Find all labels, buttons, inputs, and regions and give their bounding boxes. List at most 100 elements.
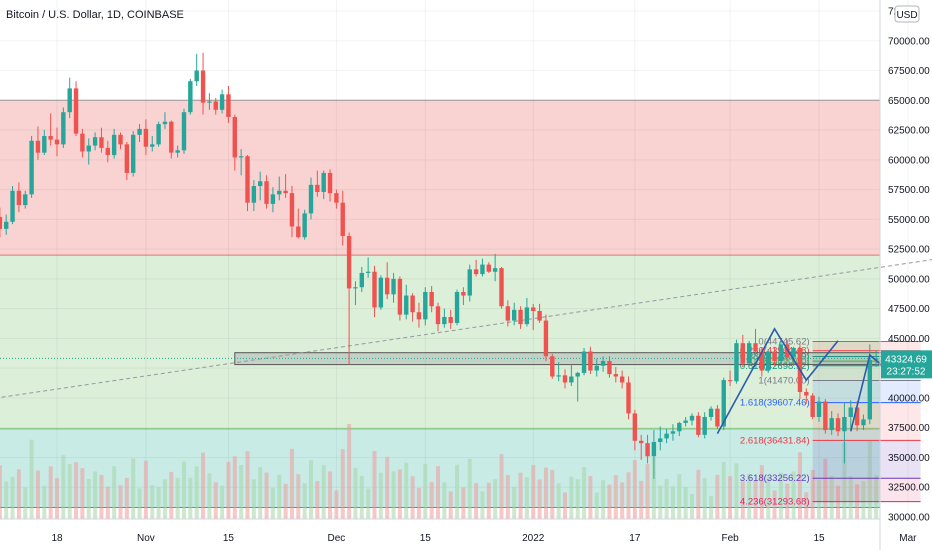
fibonacci-extension[interactable]: 0(44745.62)0.236(43964.48)0.382(43480.79… — [740, 336, 921, 508]
volume-bar — [201, 452, 206, 519]
candle-body — [23, 194, 28, 206]
candle-body — [258, 181, 263, 187]
candle-body — [619, 376, 625, 383]
candle-body — [835, 418, 841, 432]
candle-body — [848, 407, 853, 417]
volume-bar — [378, 472, 383, 519]
currency-badge[interactable]: USD — [894, 5, 920, 23]
volume-bar — [829, 475, 834, 519]
price-tick-label: 67500.00 — [888, 66, 930, 77]
volume-bar — [651, 457, 656, 519]
time-tick-label: Feb — [721, 533, 739, 544]
candle-body — [435, 306, 441, 325]
candle-body — [486, 264, 491, 272]
volume-bar — [67, 464, 72, 519]
candle-body — [505, 306, 511, 321]
volume-bar — [848, 476, 853, 519]
zone-red-zone — [0, 100, 880, 256]
candle-body — [791, 347, 796, 358]
volume-bar — [340, 449, 345, 519]
price-tick-label: 52500.00 — [888, 245, 930, 256]
candle-body — [569, 376, 574, 383]
fib-band — [812, 356, 921, 362]
price-tick-label: 40000.00 — [888, 393, 930, 404]
volume-bar — [404, 462, 409, 519]
volume-bar — [334, 490, 339, 519]
volume-bar — [836, 485, 841, 519]
candle-body — [365, 271, 371, 273]
fib-band — [812, 402, 921, 441]
volume-bar — [162, 479, 167, 519]
candle-body — [645, 443, 650, 457]
candle-body — [346, 236, 352, 289]
fib-band — [812, 361, 921, 366]
candle-body — [524, 307, 530, 325]
time-axis[interactable]: 18Nov15Dec15202217Feb15Mar15Apr18 — [51, 533, 932, 544]
drawings-layer[interactable] — [716, 262, 932, 435]
volume-bar — [302, 483, 307, 519]
candle-body — [740, 343, 745, 364]
candle-body — [175, 150, 180, 153]
volume-bar — [550, 469, 555, 519]
volume-bar — [188, 477, 193, 519]
volume-bar — [486, 482, 491, 519]
candle-body — [442, 316, 447, 325]
volume-bar — [315, 481, 320, 519]
price-tick-label: 50000.00 — [888, 274, 930, 285]
candle-body — [518, 309, 523, 325]
volume-bar — [150, 485, 155, 519]
volume-bar — [734, 463, 739, 519]
candle-body — [42, 136, 47, 153]
volume-bar — [55, 478, 59, 519]
candle-body — [785, 344, 790, 358]
candle-body — [327, 172, 333, 194]
volume-bar — [804, 492, 809, 519]
volume-bar — [690, 493, 694, 519]
candle-body — [378, 277, 384, 308]
candle-body — [289, 193, 295, 227]
candle-body — [137, 128, 142, 135]
candle-body — [854, 407, 860, 426]
price-tick-label: 57500.00 — [888, 185, 930, 196]
candle-body — [753, 343, 758, 352]
candle-body — [86, 145, 91, 152]
volume-bar — [817, 479, 821, 519]
volume-bar — [353, 467, 358, 519]
bar-countdown: 23:27:52 — [887, 366, 926, 377]
candle-body — [727, 380, 733, 382]
volume-bar — [35, 470, 40, 519]
volume-bar — [613, 475, 618, 519]
candle-body — [556, 375, 561, 377]
candle-body — [315, 184, 320, 192]
current-price-value: 43324.69 — [885, 354, 927, 365]
candle-body — [480, 264, 485, 275]
volume-bar — [493, 479, 498, 519]
wave-path[interactable] — [716, 327, 839, 435]
volume-bar — [429, 482, 434, 519]
candle-body — [283, 190, 288, 194]
volume-bar — [620, 482, 625, 519]
volume-bar — [677, 474, 682, 519]
price-tick-label: 32500.00 — [888, 483, 930, 494]
volume-bar — [556, 483, 561, 519]
volume-bar — [810, 470, 815, 519]
volume-bar — [480, 491, 485, 519]
candle-body — [340, 202, 345, 237]
volume-bar — [645, 464, 650, 519]
volume-bar — [474, 483, 479, 519]
volume-bar — [588, 476, 593, 519]
candle-body — [454, 291, 460, 323]
price-tick-label: 70000.00 — [888, 36, 930, 47]
volume-bar — [607, 484, 612, 519]
volume-bar — [385, 456, 390, 519]
wave-path[interactable] — [849, 353, 884, 432]
volume-bar — [759, 465, 764, 519]
volume-bar — [728, 476, 733, 519]
candle-body — [404, 295, 409, 315]
volume-bar — [702, 478, 707, 519]
volume-bar — [42, 485, 47, 519]
volume-bar — [601, 480, 606, 519]
time-tick-label: Mar — [899, 533, 917, 544]
volume-bar — [239, 465, 244, 519]
